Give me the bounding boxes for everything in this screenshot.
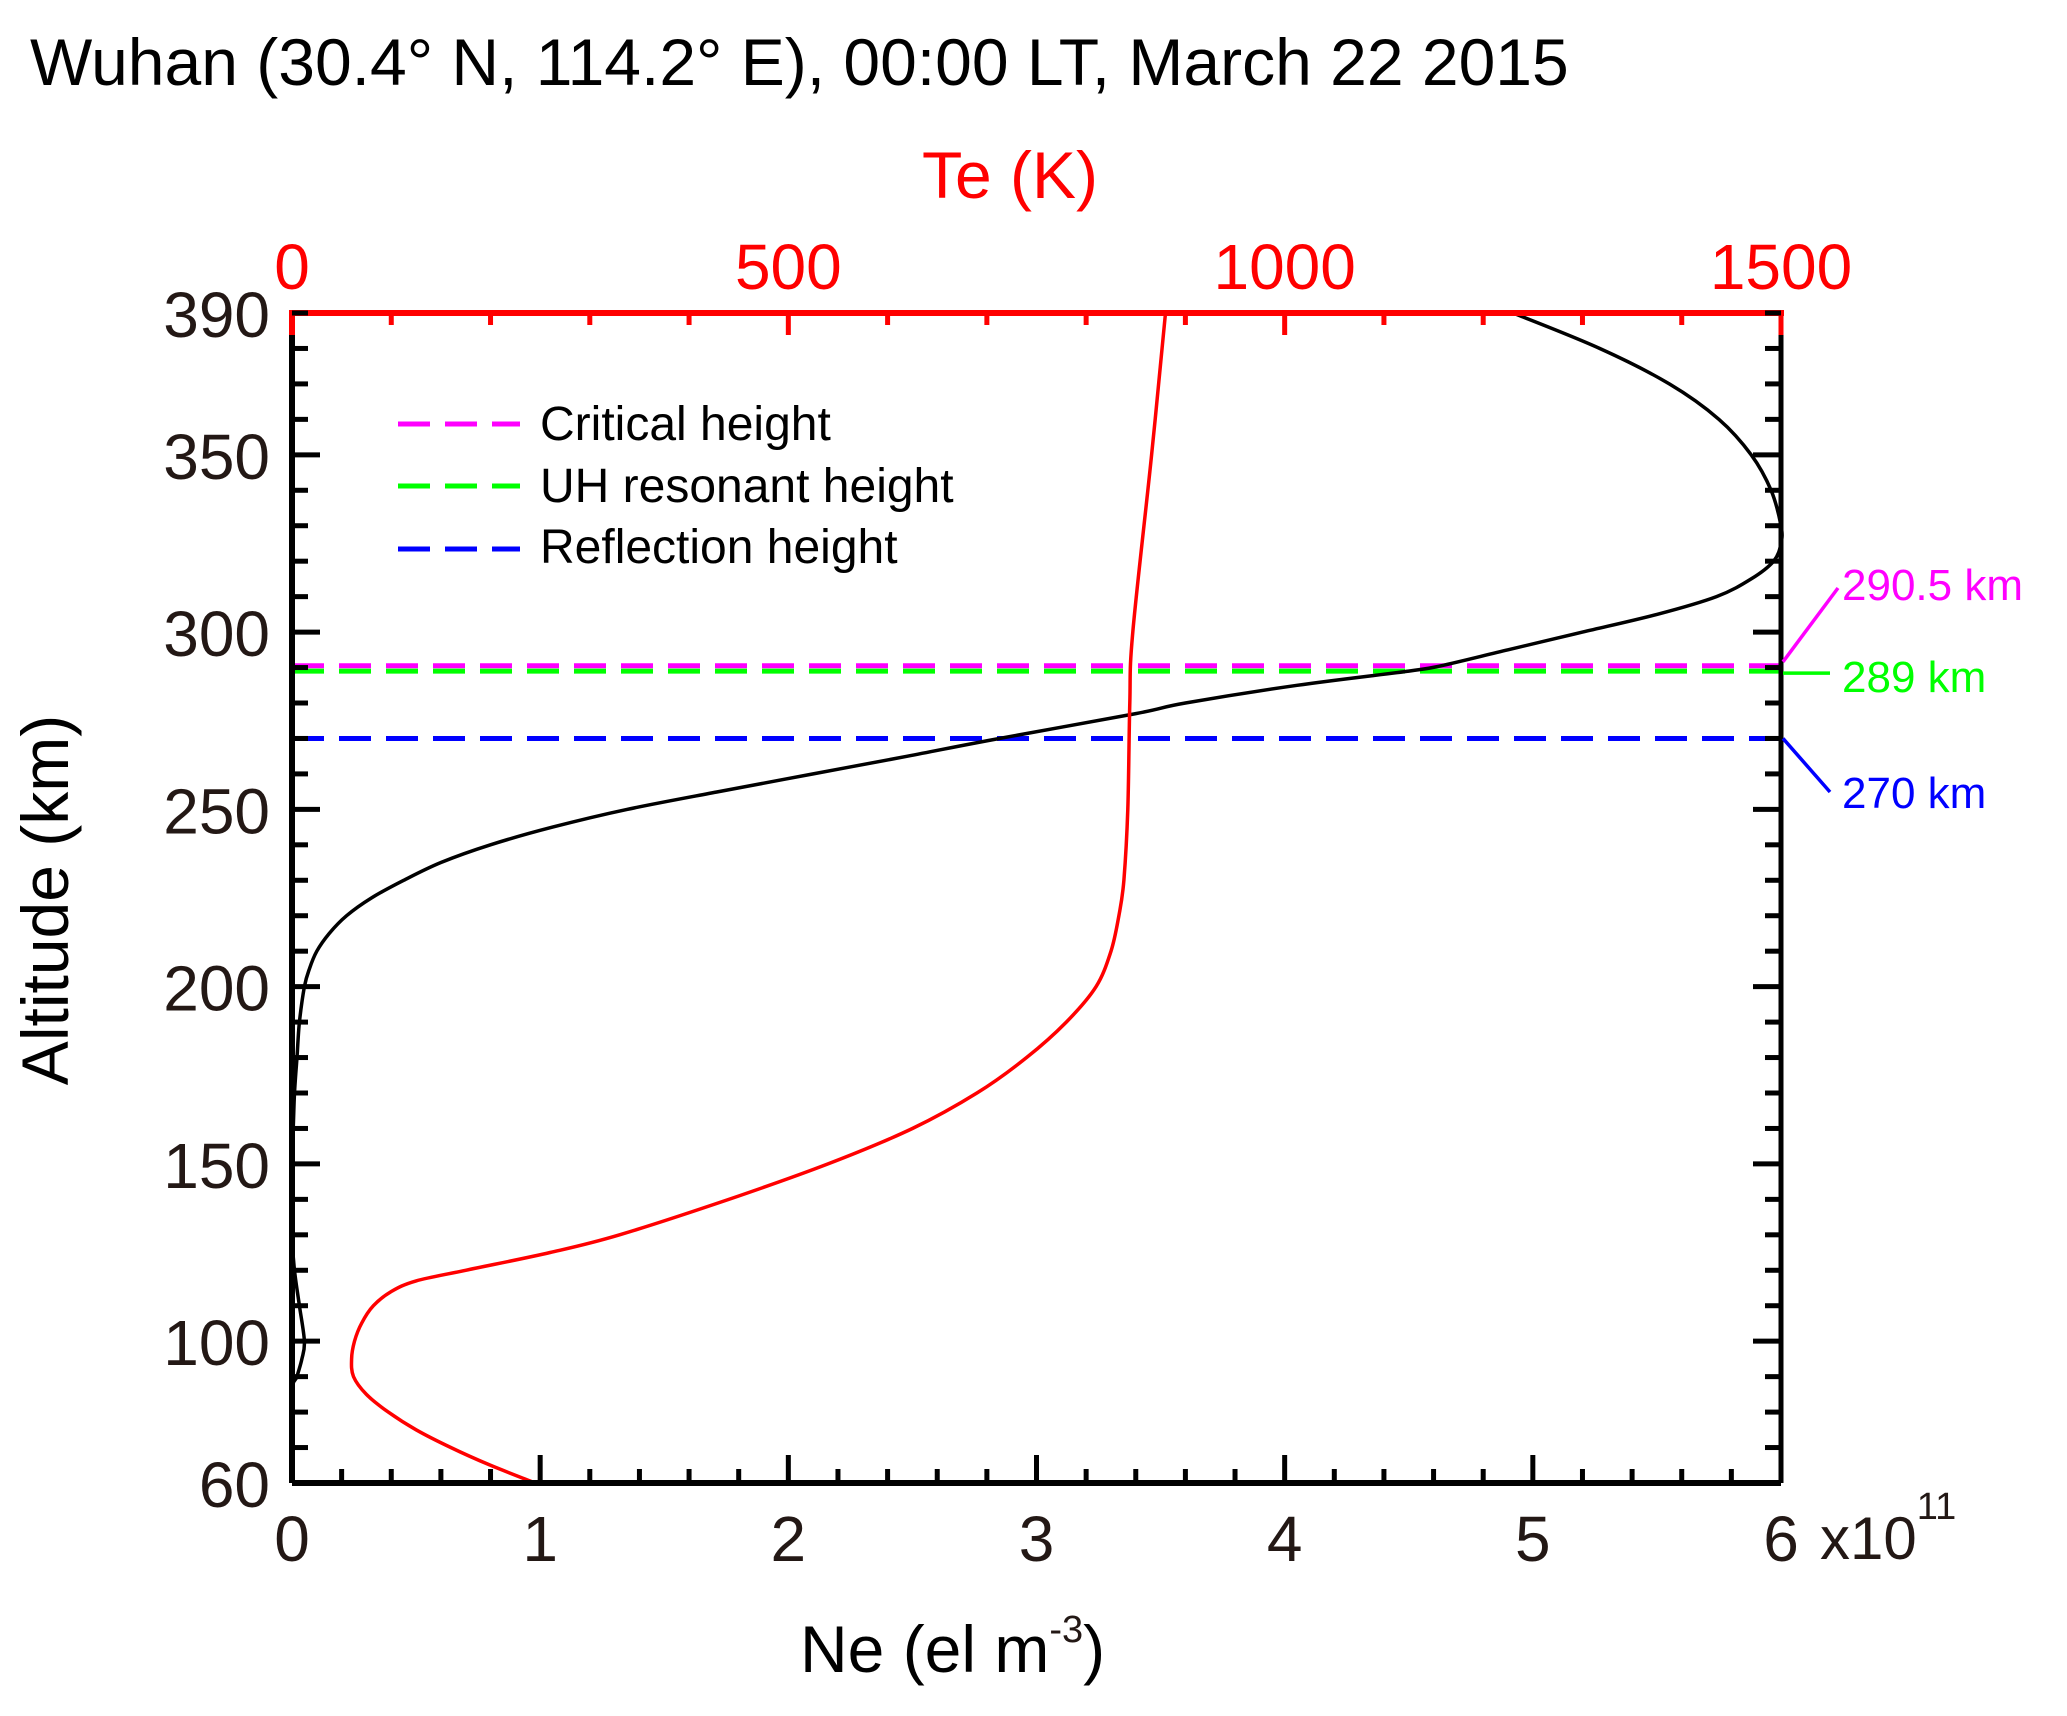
top-axis-title: Te (K): [922, 138, 1098, 212]
y-tick-label: 350: [163, 421, 270, 493]
x-tick-label: 6: [1763, 1503, 1799, 1575]
bottom-axis-title-sup: -3: [1049, 1609, 1083, 1651]
x2-tick-label: 500: [735, 231, 842, 303]
y-tick-label: 250: [163, 775, 270, 847]
bottom-axis-title-main: Ne (el m: [800, 1612, 1049, 1686]
x-tick-label: 1: [522, 1503, 558, 1575]
x-tick-label: 2: [771, 1503, 807, 1575]
x-multiplier-base: x10: [1820, 1505, 1917, 1572]
x2-tick-label: 0: [274, 231, 310, 303]
bottom-axis-title: Ne (el m-3): [800, 1609, 1105, 1686]
axes-layer: 0 1 2 3 4 5 60 500 1000 1500390350300250200150100…: [163, 231, 1852, 1575]
x-tick-label: 3: [1019, 1503, 1055, 1575]
x2-tick-label: 1500: [1710, 231, 1852, 303]
left-axis-title: Altitude (km): [8, 715, 82, 1085]
x-multiplier-exp: 11: [1917, 1486, 1956, 1528]
legend-label-uh-resonant-height: UH resonant height: [540, 460, 954, 513]
x2-tick-label: 1000: [1213, 231, 1355, 303]
x-tick-label: 5: [1515, 1503, 1551, 1575]
annotation-reflection-height: 270 km: [1842, 769, 1986, 818]
legend-label-reflection-height: Reflection height: [540, 521, 898, 574]
x-tick-label: 0: [274, 1503, 310, 1575]
x-multiplier: x1011: [1820, 1486, 1956, 1572]
annotation-leader-reflection: [1781, 737, 1832, 794]
chart-title: Wuhan (30.4° N, 114.2° E), 00:00 LT, Mar…: [30, 25, 1569, 99]
bottom-axis-title-end: ): [1083, 1612, 1105, 1686]
y-tick-label: 390: [163, 279, 270, 351]
annotation-critical-height: 290.5 km: [1842, 561, 2023, 610]
annotation-leader-critical: [1781, 586, 1840, 663]
legend: Critical height UH resonant height Refle…: [398, 398, 954, 574]
x-tick-label: 4: [1267, 1503, 1303, 1575]
y-tick-label: 300: [163, 598, 270, 670]
series-te-line: [349, 312, 1168, 1485]
y-tick-label: 60: [199, 1449, 270, 1521]
y-tick-label: 200: [163, 953, 270, 1025]
height-annotations: 290.5 km 289 km 270 km: [1781, 561, 2023, 818]
y-tick-label: 100: [163, 1307, 270, 1379]
legend-label-critical-height: Critical height: [540, 398, 831, 451]
annotation-uh-height: 289 km: [1842, 653, 1986, 702]
y-tick-label: 150: [163, 1130, 270, 1202]
